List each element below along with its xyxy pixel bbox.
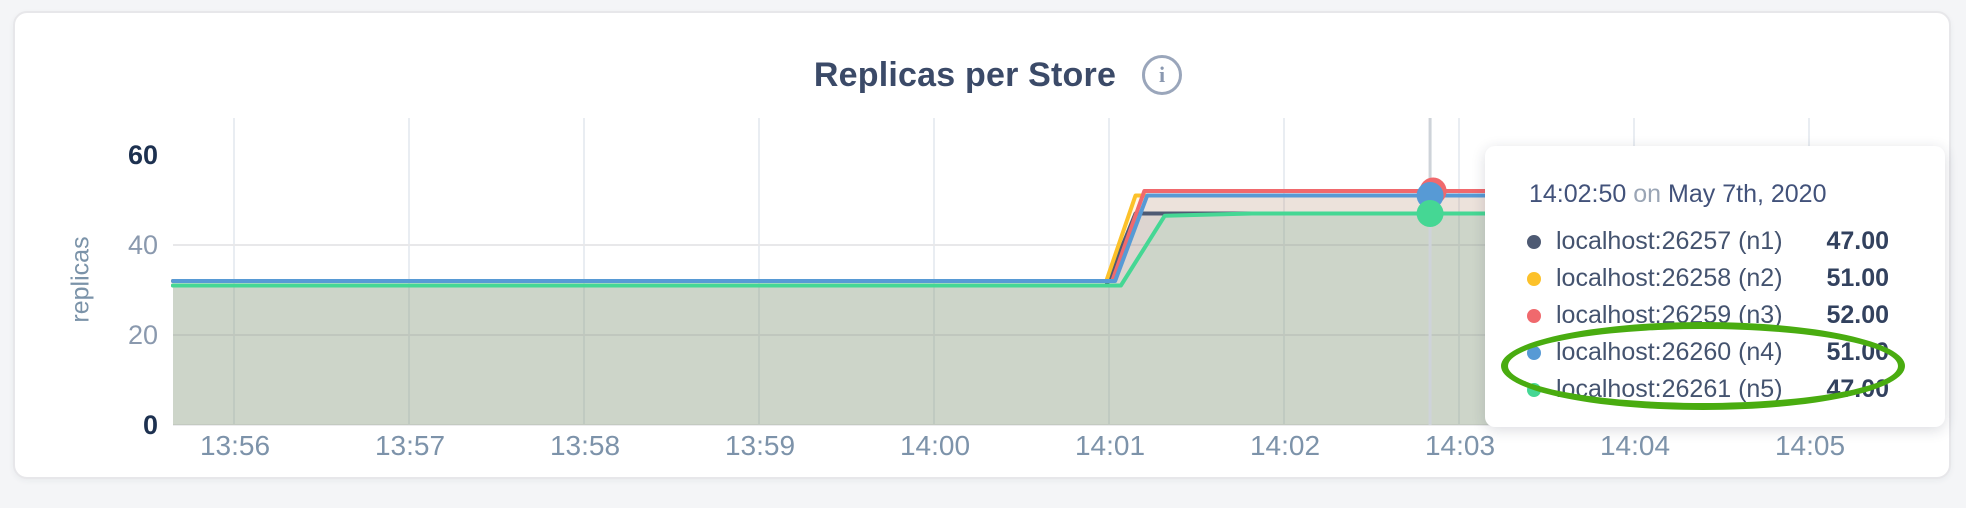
tooltip-series-label: localhost:26257 (n1): [1556, 227, 1783, 255]
tooltip-time: 14:02:50: [1529, 180, 1627, 208]
series-dot-icon: [1527, 308, 1541, 323]
x-tick: 14:00: [899, 430, 971, 461]
y-tick-0: 0: [142, 410, 158, 440]
x-tick: 13:58: [549, 430, 621, 461]
tooltip-series-value: 47.00: [1826, 227, 1889, 255]
x-tick: 13:59: [724, 430, 796, 461]
tooltip-timestamp: 14:02:50 on May 7th, 2020: [1529, 180, 1889, 209]
line-series: [171, 211, 1937, 288]
x-tick: 13:57: [374, 430, 446, 461]
info-icon[interactable]: i: [1142, 55, 1183, 95]
hover-dot: [1416, 200, 1444, 227]
tooltip-series-label: localhost:26258 (n2): [1556, 264, 1783, 292]
series-dot-icon: [1527, 271, 1541, 286]
x-tick: 14:04: [1599, 430, 1671, 461]
tooltip-row: localhost:26257 (n1) 47.00: [1527, 223, 1889, 260]
tooltip-series-value: 52.00: [1826, 301, 1889, 329]
x-tick: 14:02: [1249, 430, 1321, 461]
chart-card: Replicas per Store i replicas 0 20 40 60…: [13, 11, 1951, 479]
y-tick-20: 20: [127, 320, 158, 350]
series-dot-icon: [1527, 234, 1541, 249]
tooltip-series-value: 51.00: [1826, 264, 1889, 292]
x-tick: 14:01: [1074, 430, 1146, 461]
x-tick: 14:03: [1424, 430, 1496, 461]
y-tick-60: 60: [127, 140, 158, 170]
y-tick-40: 40: [127, 230, 158, 260]
tooltip-row: localhost:26258 (n2) 51.00: [1527, 260, 1889, 297]
annotation-ellipse: [1501, 322, 1905, 410]
page: Replicas per Store i replicas 0 20 40 60…: [13, 11, 1951, 479]
chart-header: Replicas per Store i: [15, 51, 1966, 99]
x-tick: 13:56: [199, 430, 271, 461]
chart-title: Replicas per Store: [813, 55, 1117, 94]
x-tick: 14:05: [1774, 430, 1846, 461]
tooltip-conjunction: on: [1633, 180, 1662, 208]
tooltip-date: May 7th, 2020: [1668, 180, 1827, 208]
